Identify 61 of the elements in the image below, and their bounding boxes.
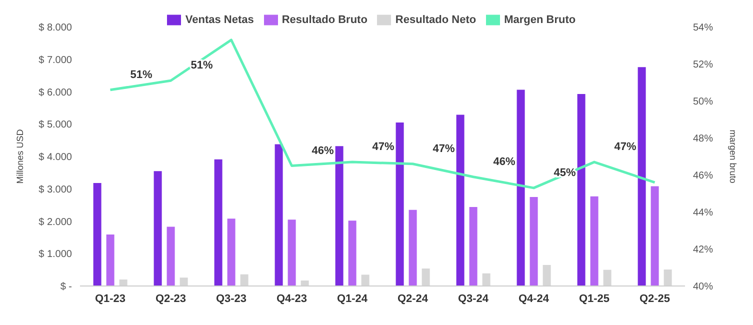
x-tick-label: Q3-24 [458,292,490,305]
y2-tick-label: 48% [693,134,714,145]
bar [650,186,659,286]
x-tick-label: Q4-24 [518,292,550,305]
data-label: 46% [312,144,334,157]
bar [335,146,344,286]
y-axis-title: Millones USD [15,128,26,184]
y2-tick-label: 54% [693,22,714,34]
y-tick-label: $ 3.000 [38,184,72,196]
bar [590,196,598,286]
data-label: 51% [190,60,213,72]
bar [288,220,296,286]
y-tick-label: $ 7.000 [38,54,72,66]
y-tick-label: $ 2.000 [38,216,72,228]
y2-tick-label: 52% [693,60,714,71]
y2-tick-label: 46% [693,170,714,182]
bar [530,196,538,286]
y-tick-label: $ 1.000 [38,249,72,260]
bar [577,94,586,286]
y2-axis-title: margen bruto [728,130,738,184]
line-series [109,38,656,190]
bar [408,210,417,286]
x-tick-label: Q2-23 [155,292,186,305]
y2-tick-label: 50% [693,96,714,108]
y-tick-label: $ 5.000 [38,120,72,131]
y-tick-label: $ 4.000 [38,152,72,164]
legend-label: Margen Bruto [504,14,576,26]
y2-tick-label: 42% [693,244,714,256]
bar [396,122,404,286]
x-tick-label: Q2-25 [639,292,670,305]
bar [93,183,102,286]
bar [456,114,464,286]
y2-tick-label: 40% [693,282,714,293]
data-label: 47% [432,142,455,155]
bar [274,144,283,286]
y-tick-label: $ 6.000 [38,87,72,98]
y2-tick-label: 44% [693,208,714,219]
x-tick-label: Q4-23 [276,292,308,305]
data-label: 51% [130,68,152,81]
data-label: 47% [372,141,394,154]
x-tick-label: Q3-23 [216,292,247,305]
data-label: 47% [614,141,636,154]
x-tick-label: Q1-24 [336,292,368,305]
bar [638,67,646,286]
x-tick-label: Q2-24 [397,292,429,305]
legend-label: Resultado Neto [395,14,476,26]
bar [214,159,222,286]
bar [227,218,236,286]
bar [166,226,175,286]
data-label: 46% [493,156,516,168]
x-tick-label: Q1-23 [94,292,126,305]
y-tick-label: $ 8.000 [38,22,72,34]
x-tick-label: Q1-25 [578,292,610,305]
legend-label: Ventas Netas [185,14,254,26]
bar [106,234,114,286]
bar [516,90,525,286]
legend-label: Resultado Bruto [282,14,368,26]
y-tick-label: $ - [60,282,72,293]
bar [469,207,478,286]
bar [348,220,356,286]
bar [154,171,162,286]
